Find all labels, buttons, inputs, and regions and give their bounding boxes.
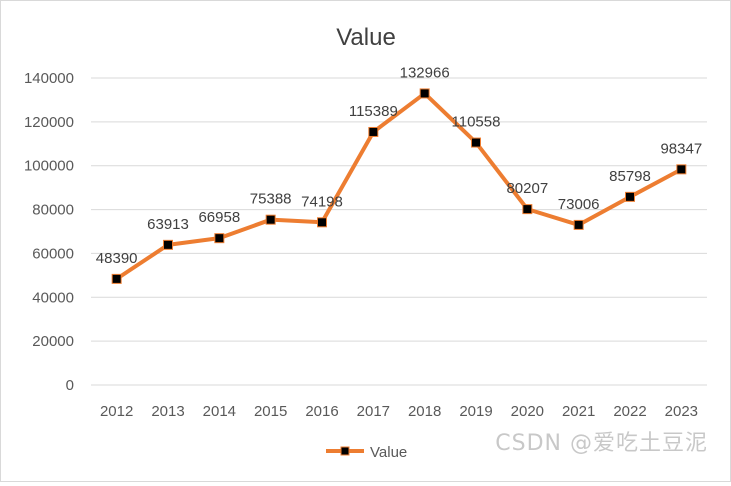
data-label: 48390 — [96, 250, 138, 267]
x-tick-label: 2017 — [357, 403, 390, 420]
x-tick-label: 2021 — [562, 403, 595, 420]
legend-marker-swatch — [340, 446, 350, 456]
x-tick-label: 2014 — [203, 403, 236, 420]
y-tick-label: 40000 — [32, 289, 74, 306]
x-tick-label: 2020 — [511, 403, 544, 420]
y-tick-label: 20000 — [32, 333, 74, 350]
x-tick-label: 2022 — [613, 403, 646, 420]
legend: Value — [326, 444, 407, 461]
watermark: CSDN @爱吃土豆泥 — [495, 431, 708, 456]
x-tick-label: 2012 — [100, 403, 133, 420]
data-label: 73006 — [558, 196, 600, 213]
data-label: 110558 — [452, 114, 501, 131]
y-tick-label: 120000 — [24, 114, 74, 131]
y-tick-label: 100000 — [24, 158, 74, 175]
y-tick-label: 80000 — [32, 202, 74, 219]
data-label: 132966 — [400, 64, 450, 81]
data-point — [625, 191, 635, 202]
data-point — [214, 233, 225, 244]
x-tick-label: 2019 — [459, 403, 492, 420]
data-label: 74198 — [301, 193, 343, 210]
y-tick-label: 140000 — [24, 70, 74, 87]
chart-title: Value — [336, 24, 396, 51]
data-label: 98347 — [660, 140, 702, 157]
x-axis-ticks: 2012 2013 2014 2015 2016 2017 2018 2019 2020 2021… — [100, 403, 698, 420]
data-point — [163, 239, 173, 250]
data-label: 63913 — [147, 216, 189, 233]
data-label: 75388 — [250, 191, 292, 208]
data-point — [522, 204, 533, 215]
data-point — [111, 273, 122, 284]
data-labels: 48390 63913 66958 75388 74198 115389 132966 110… — [96, 64, 702, 266]
x-tick-label: 2023 — [665, 403, 698, 420]
series-value — [111, 88, 687, 284]
data-label: 85798 — [609, 168, 651, 185]
x-tick-label: 2016 — [305, 403, 338, 420]
data-point — [573, 219, 584, 230]
data-label: 66958 — [198, 209, 240, 226]
data-label: 115389 — [349, 103, 398, 120]
data-point — [368, 126, 379, 137]
y-tick-label: 60000 — [32, 245, 74, 262]
x-tick-label: 2015 — [254, 403, 287, 420]
data-point — [471, 137, 481, 148]
grid-lines — [91, 77, 707, 386]
legend-label: Value — [370, 444, 407, 461]
y-axis-ticks: 0 20000 40000 60000 80000 100000 120000 140000 — [24, 70, 74, 394]
x-tick-label: 2018 — [408, 403, 441, 420]
data-point — [676, 164, 687, 175]
x-tick-label: 2013 — [151, 403, 184, 420]
data-point — [419, 88, 430, 99]
series-line — [115, 91, 683, 281]
data-point — [317, 217, 327, 228]
data-point — [265, 214, 276, 225]
data-label: 80207 — [506, 180, 548, 197]
y-tick-label: 0 — [66, 377, 74, 394]
